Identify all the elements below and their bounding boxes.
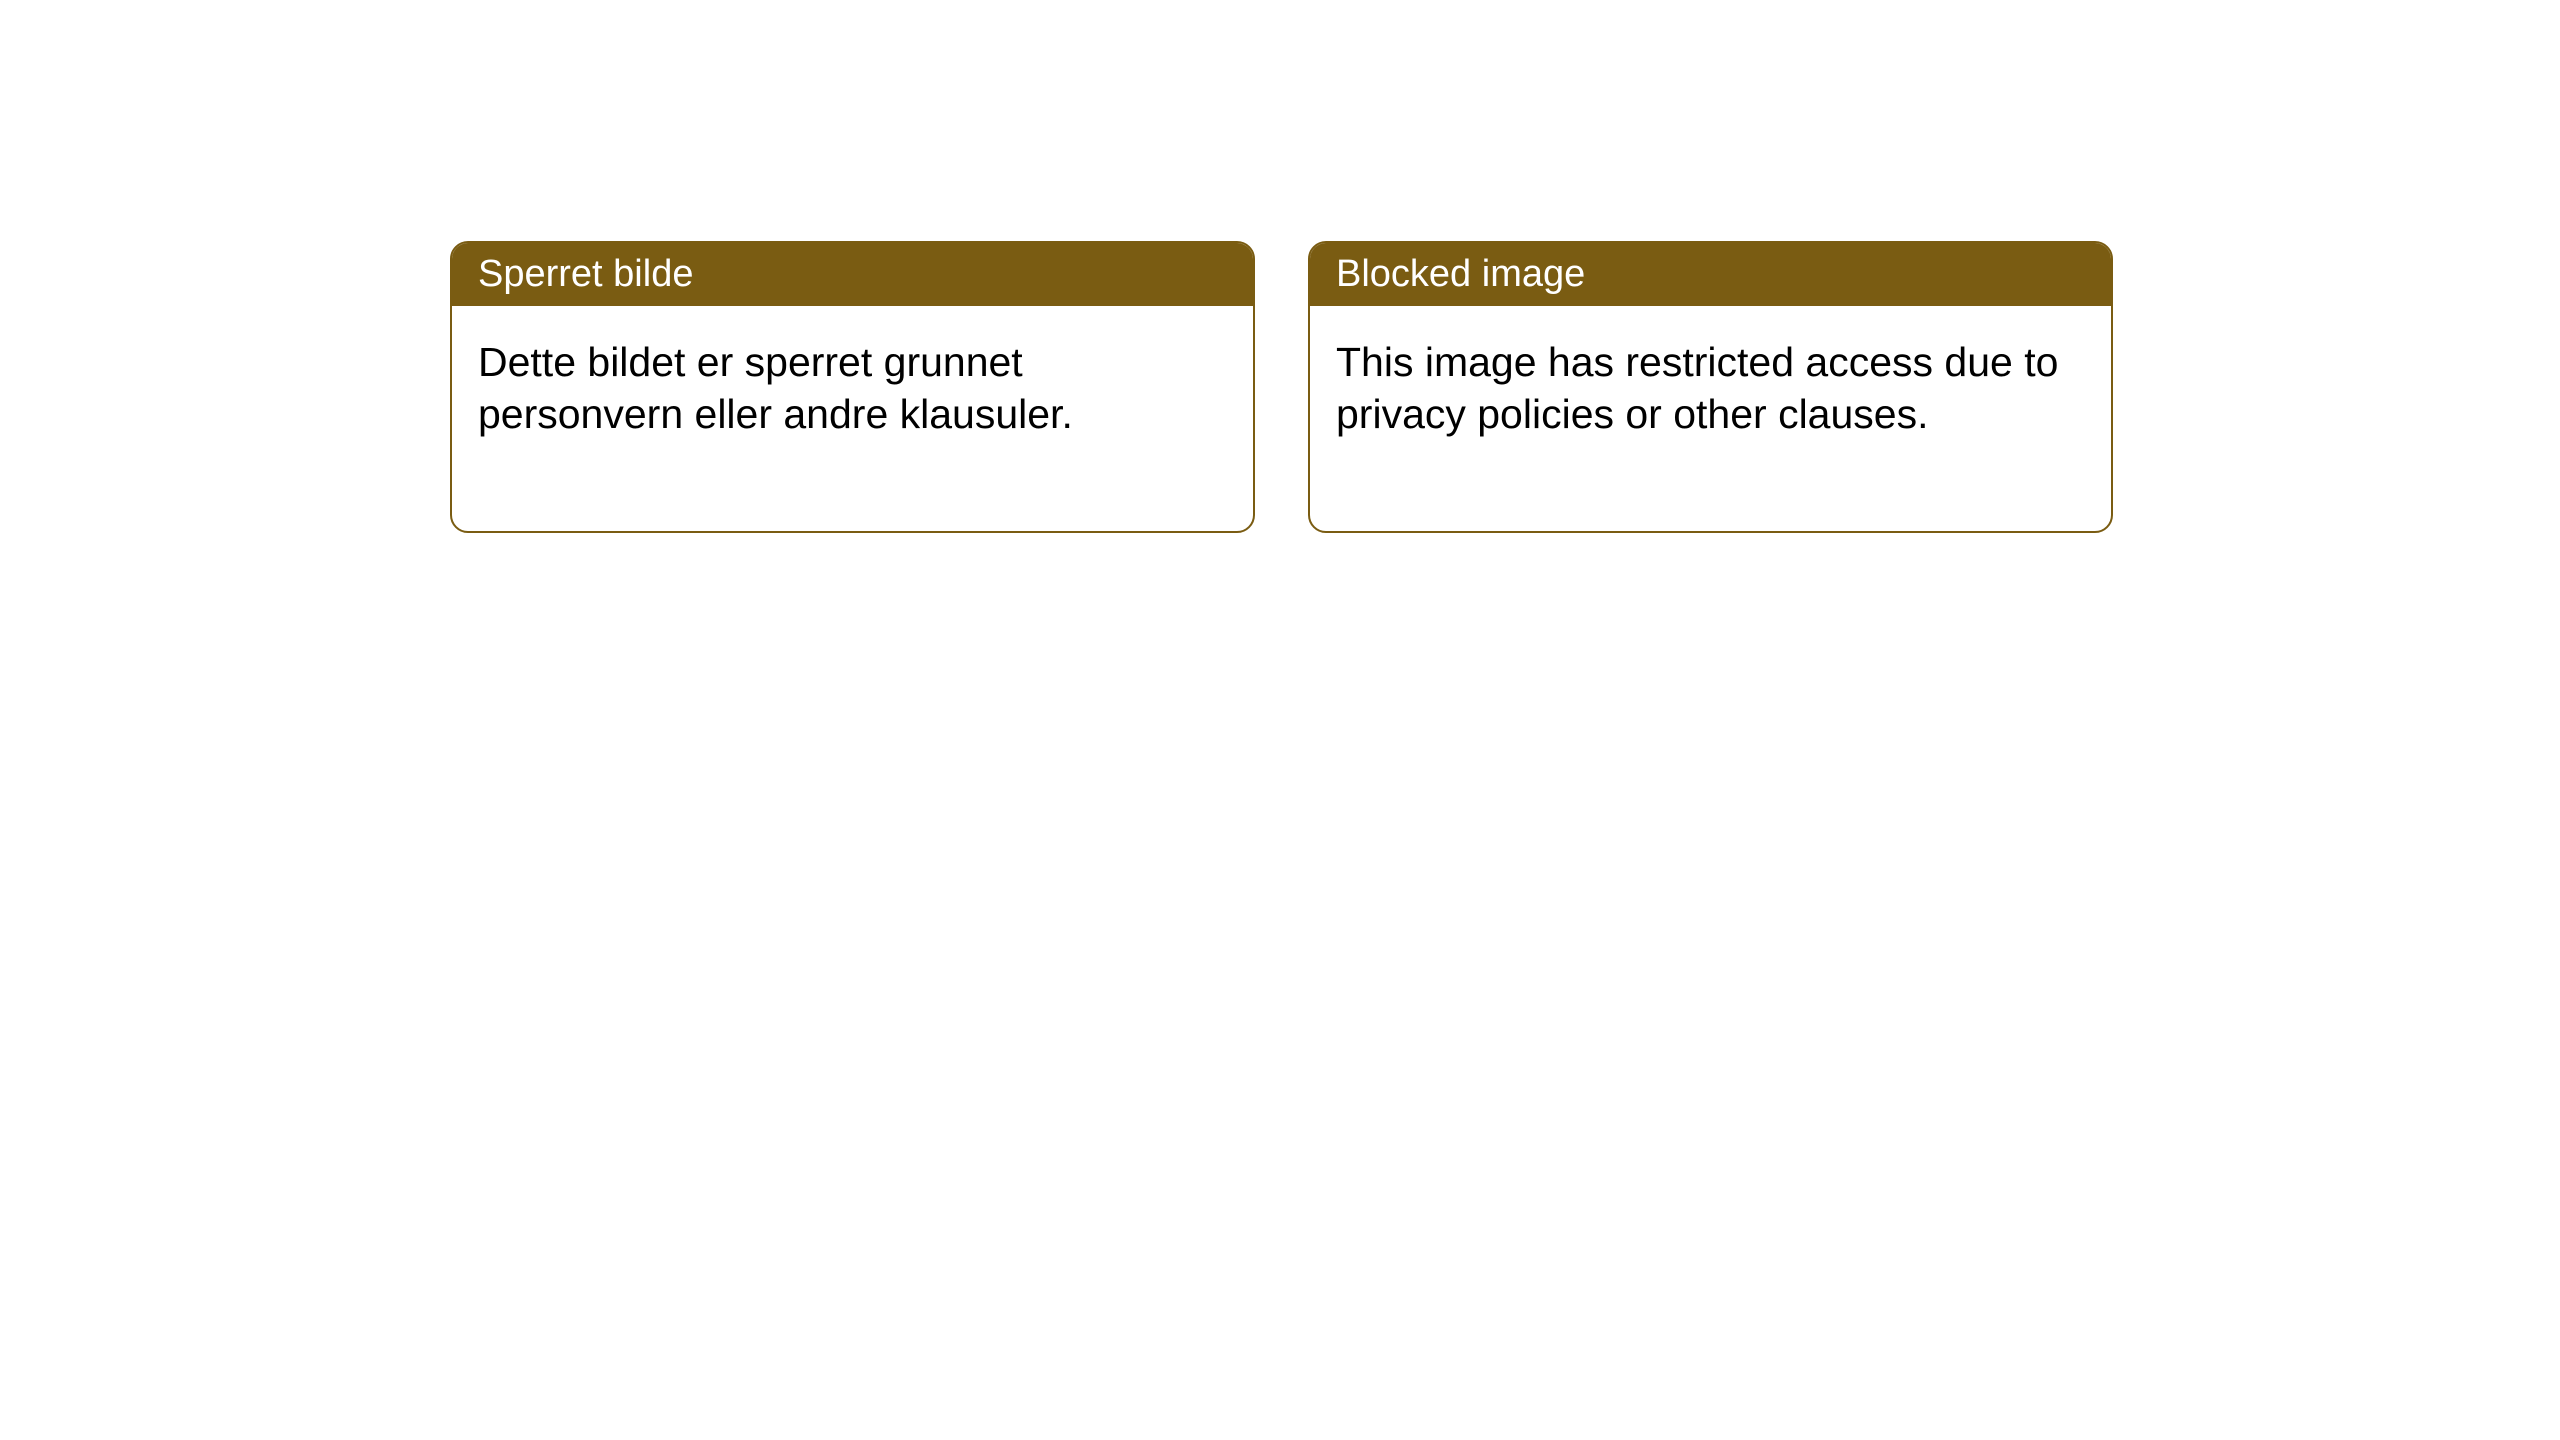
notice-card-norwegian: Sperret bilde Dette bildet er sperret gr… [450,241,1255,533]
notice-card-english: Blocked image This image has restricted … [1308,241,2113,533]
notice-cards-container: Sperret bilde Dette bildet er sperret gr… [450,241,2113,533]
card-header-norwegian: Sperret bilde [452,243,1253,306]
card-body-english: This image has restricted access due to … [1310,306,2111,531]
card-header-english: Blocked image [1310,243,2111,306]
card-body-norwegian: Dette bildet er sperret grunnet personve… [452,306,1253,531]
